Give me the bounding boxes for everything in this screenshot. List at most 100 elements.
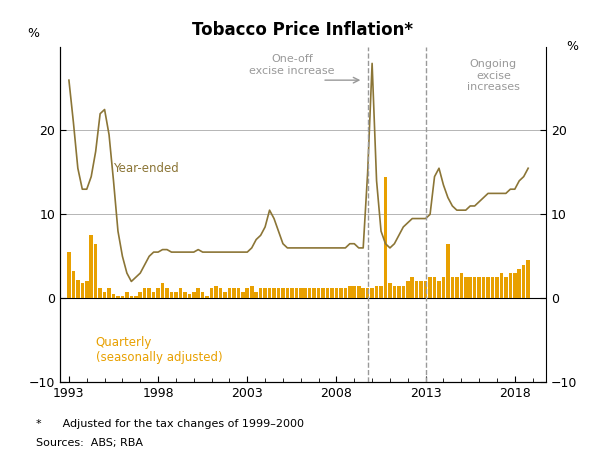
- Bar: [415, 281, 418, 298]
- Bar: [379, 286, 383, 298]
- Bar: [375, 286, 379, 298]
- Bar: [442, 277, 445, 298]
- Bar: [317, 288, 320, 298]
- Text: One-off
excise increase: One-off excise increase: [249, 55, 335, 76]
- Bar: [308, 288, 311, 298]
- Bar: [241, 292, 245, 298]
- Bar: [227, 288, 231, 298]
- Bar: [446, 244, 449, 298]
- Bar: [157, 288, 160, 298]
- Bar: [290, 288, 293, 298]
- Bar: [223, 292, 227, 298]
- Text: Year-ended: Year-ended: [113, 162, 179, 175]
- Bar: [143, 288, 146, 298]
- Bar: [455, 277, 458, 298]
- Bar: [139, 292, 142, 298]
- Bar: [232, 288, 236, 298]
- Bar: [361, 288, 365, 298]
- Bar: [183, 292, 187, 298]
- Bar: [250, 286, 254, 298]
- Bar: [419, 281, 423, 298]
- Bar: [210, 288, 214, 298]
- Bar: [161, 283, 164, 298]
- Bar: [304, 288, 307, 298]
- Bar: [392, 286, 396, 298]
- Bar: [513, 273, 517, 298]
- Y-axis label: %: %: [27, 27, 39, 40]
- Title: Tobacco Price Inflation*: Tobacco Price Inflation*: [193, 21, 413, 40]
- Bar: [330, 288, 334, 298]
- Bar: [451, 277, 454, 298]
- Bar: [352, 286, 356, 298]
- Bar: [313, 288, 316, 298]
- Bar: [504, 277, 508, 298]
- Bar: [286, 288, 289, 298]
- Bar: [205, 296, 209, 298]
- Bar: [116, 296, 120, 298]
- Bar: [71, 271, 75, 298]
- Bar: [174, 292, 178, 298]
- Bar: [473, 277, 476, 298]
- Bar: [107, 288, 111, 298]
- Bar: [94, 244, 97, 298]
- Bar: [170, 292, 173, 298]
- Bar: [134, 296, 137, 298]
- Bar: [344, 288, 347, 298]
- Bar: [321, 288, 325, 298]
- Bar: [482, 277, 485, 298]
- Bar: [388, 283, 392, 298]
- Bar: [517, 269, 521, 298]
- Bar: [299, 288, 302, 298]
- Bar: [335, 288, 338, 298]
- Bar: [277, 288, 280, 298]
- Bar: [526, 260, 530, 298]
- Bar: [67, 252, 71, 298]
- Bar: [397, 286, 401, 298]
- Bar: [401, 286, 405, 298]
- Bar: [259, 288, 262, 298]
- Bar: [500, 273, 503, 298]
- Text: *      Adjusted for the tax changes of 1999–2000: * Adjusted for the tax changes of 1999–2…: [36, 419, 304, 429]
- Bar: [348, 286, 352, 298]
- Bar: [339, 288, 343, 298]
- Bar: [152, 292, 155, 298]
- Bar: [272, 288, 276, 298]
- Bar: [406, 281, 410, 298]
- Bar: [370, 288, 374, 298]
- Bar: [295, 288, 298, 298]
- Bar: [464, 277, 467, 298]
- Bar: [254, 292, 258, 298]
- Bar: [366, 288, 370, 298]
- Bar: [460, 273, 463, 298]
- Bar: [165, 288, 169, 298]
- Y-axis label: %: %: [567, 40, 579, 53]
- Bar: [410, 277, 414, 298]
- Bar: [486, 277, 490, 298]
- Bar: [80, 283, 84, 298]
- Bar: [148, 288, 151, 298]
- Bar: [281, 288, 285, 298]
- Text: Ongoing
excise
increases: Ongoing excise increases: [467, 59, 520, 92]
- Bar: [219, 288, 222, 298]
- Bar: [76, 280, 80, 298]
- Bar: [188, 294, 191, 298]
- Bar: [85, 281, 89, 298]
- Text: Sources:  ABS; RBA: Sources: ABS; RBA: [36, 438, 143, 448]
- Bar: [428, 277, 432, 298]
- Bar: [179, 288, 182, 298]
- Bar: [125, 292, 128, 298]
- Bar: [509, 273, 512, 298]
- Bar: [196, 288, 200, 298]
- Bar: [478, 277, 481, 298]
- Bar: [268, 288, 271, 298]
- Bar: [384, 177, 387, 298]
- Bar: [98, 288, 102, 298]
- Bar: [326, 288, 329, 298]
- Bar: [357, 286, 361, 298]
- Bar: [89, 235, 93, 298]
- Bar: [121, 296, 124, 298]
- Bar: [130, 296, 133, 298]
- Bar: [192, 292, 196, 298]
- Bar: [263, 288, 267, 298]
- Bar: [103, 292, 106, 298]
